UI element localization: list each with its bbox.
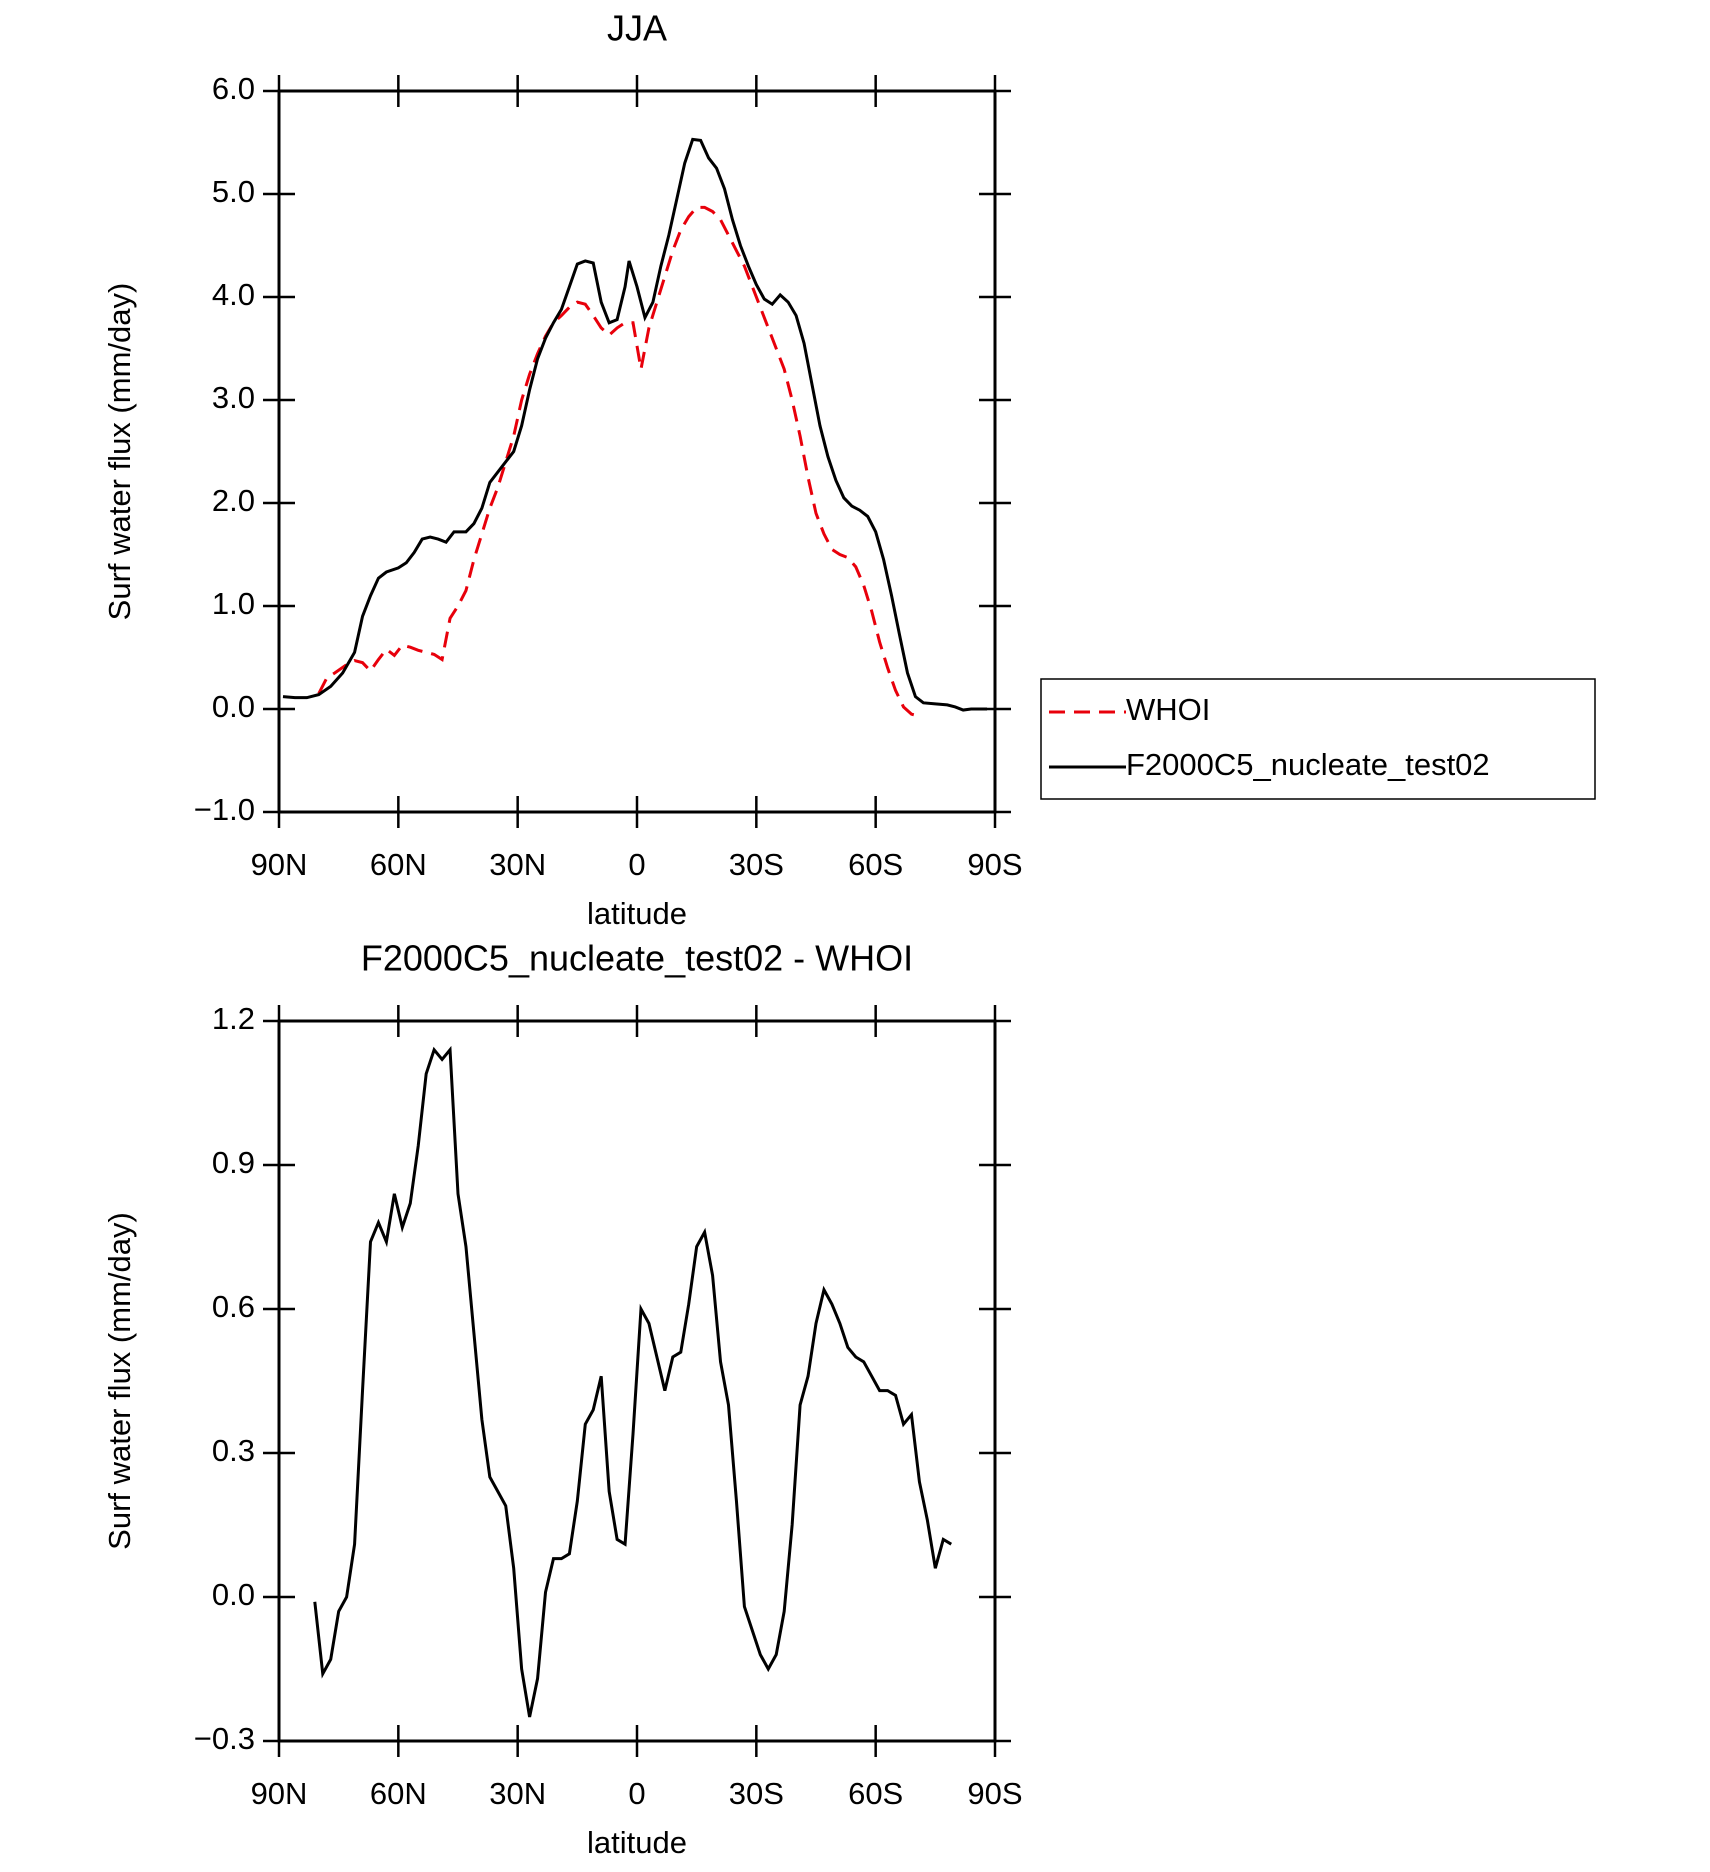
x-tick-label: 30N	[489, 1776, 546, 1811]
x-tick-label: 90S	[967, 847, 1022, 882]
x-tick-label: 90S	[967, 1776, 1022, 1811]
plot-frame	[277, 1019, 997, 1743]
y-tick-label: 1.0	[212, 586, 255, 621]
y-tick-label: 4.0	[212, 277, 255, 312]
x-tick-label: 30S	[729, 847, 784, 882]
x-tick-label: 60N	[370, 847, 427, 882]
x-tick-label: 90N	[251, 1776, 308, 1811]
chart-title: JJA	[607, 8, 667, 49]
y-tick-label: 0.0	[212, 689, 255, 724]
y-tick-label: −1.0	[194, 792, 255, 827]
data-line	[313, 1045, 953, 1718]
y-axis-label: Surf water flux (mm/day)	[102, 283, 137, 621]
x-tick-label: 30S	[729, 1776, 784, 1811]
x-tick-label: 0	[628, 847, 645, 882]
y-tick-label: 0.3	[212, 1433, 255, 1468]
chart-title: F2000C5_nucleate_test02 - WHOI	[361, 938, 913, 979]
x-tick-label: 0	[628, 1776, 645, 1811]
x-tick-label: 30N	[489, 847, 546, 882]
y-tick-label: 0.0	[212, 1577, 255, 1612]
legend-label: WHOI	[1126, 692, 1210, 727]
y-tick-label: 6.0	[212, 71, 255, 106]
y-tick-label: 2.0	[212, 483, 255, 518]
y-tick-label: 3.0	[212, 380, 255, 415]
y-axis-label: Surf water flux (mm/day)	[102, 1212, 137, 1550]
x-tick-label: 90N	[251, 847, 308, 882]
y-tick-label: 1.2	[212, 1001, 255, 1036]
legend-label: F2000C5_nucleate_test02	[1126, 747, 1490, 782]
legend-box	[1040, 678, 1596, 800]
x-axis-label: latitude	[587, 896, 687, 931]
y-tick-label: 0.6	[212, 1289, 255, 1324]
y-tick-label: 5.0	[212, 174, 255, 209]
y-tick-label: −0.3	[194, 1721, 255, 1756]
x-axis-label: latitude	[587, 1825, 687, 1860]
plot-frame	[277, 89, 997, 814]
y-tick-label: 0.9	[212, 1145, 255, 1180]
data-line	[317, 205, 916, 717]
x-tick-label: 60S	[848, 847, 903, 882]
x-tick-label: 60N	[370, 1776, 427, 1811]
x-tick-label: 60S	[848, 1776, 903, 1811]
data-line	[282, 137, 988, 712]
